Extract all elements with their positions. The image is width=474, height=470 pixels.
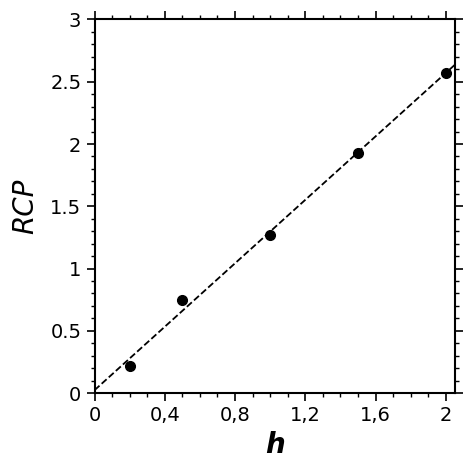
Point — [354, 149, 362, 157]
Y-axis label: RCP: RCP — [11, 179, 39, 234]
Point — [442, 69, 449, 77]
Point — [126, 362, 134, 369]
Point — [179, 296, 186, 304]
X-axis label: h: h — [264, 431, 284, 459]
Point — [266, 231, 274, 239]
